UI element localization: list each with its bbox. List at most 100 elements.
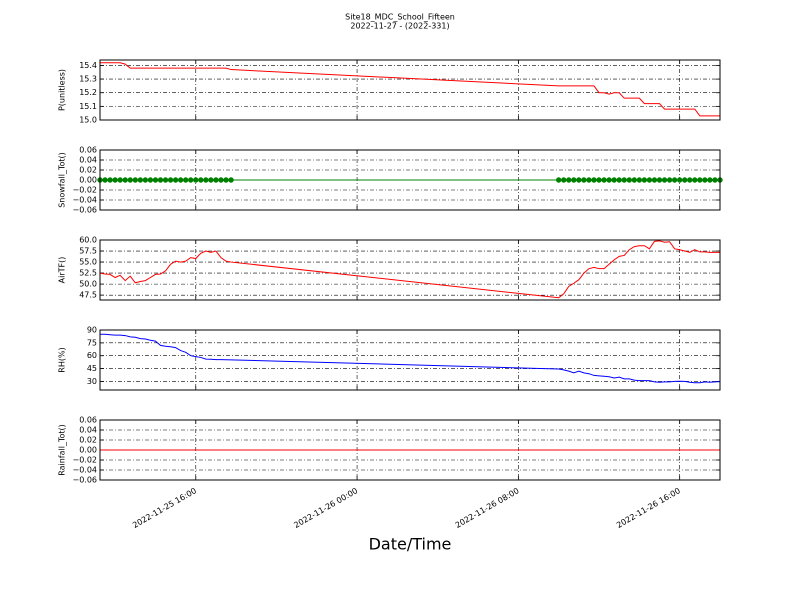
data-point (712, 177, 718, 183)
data-point (566, 177, 572, 183)
data-point (137, 177, 144, 183)
data-point (606, 177, 612, 183)
y-axis-label: RH(%) (58, 347, 67, 372)
data-point (576, 177, 582, 183)
y-tick-label: −0.02 (72, 456, 97, 465)
data-point (147, 177, 154, 183)
y-tick-label: 60 (87, 351, 97, 360)
data-point (591, 177, 597, 183)
y-tick-label: 0.06 (79, 416, 97, 425)
y-tick-label: 0.04 (79, 426, 97, 435)
data-point (571, 177, 577, 183)
data-point (188, 177, 194, 183)
x-tick-label: 2022-11-26 08:00 (454, 486, 521, 530)
data-point (177, 177, 184, 183)
data-point (142, 177, 149, 183)
data-point (626, 177, 632, 183)
x-axis-label: Date/Time (369, 535, 452, 554)
data-point (661, 177, 668, 183)
y-tick-label: 15.1 (79, 102, 97, 111)
data-point (117, 177, 123, 183)
y-axis-label: AirTF() (58, 257, 67, 284)
y-tick-label: 50.0 (79, 280, 97, 289)
y-tick-label: 15.3 (79, 75, 97, 84)
data-point (702, 177, 708, 183)
data-point (218, 177, 224, 183)
data-point (687, 177, 693, 183)
data-point (636, 177, 643, 183)
y-tick-label: 55.0 (79, 258, 97, 267)
y-axis-label: P(unitless) (58, 69, 67, 111)
y-axis-label: Snowfall_Tot() (58, 152, 67, 208)
data-point (707, 177, 713, 183)
plot-frame (99, 329, 721, 391)
data-point (676, 177, 683, 183)
data-point (641, 177, 648, 183)
data-point (162, 177, 169, 183)
data-point (127, 177, 133, 183)
y-tick-label: −0.02 (72, 186, 97, 195)
data-point (172, 177, 179, 183)
data-point (697, 177, 703, 183)
data-point (213, 177, 219, 183)
data-point (167, 177, 174, 183)
y-tick-label: 47.5 (79, 291, 97, 300)
data-point (223, 177, 229, 183)
x-tick-label: 2022-11-26 16:00 (615, 486, 682, 530)
data-point (651, 177, 658, 183)
data-point (671, 177, 678, 183)
y-tick-label: 0.04 (79, 156, 97, 165)
data-point (182, 177, 189, 183)
y-tick-label: 45 (87, 364, 97, 373)
data-point (157, 177, 164, 183)
y-tick-label: −0.04 (72, 196, 97, 205)
y-tick-label: 90 (87, 326, 97, 335)
y-tick-label: 0.02 (79, 436, 97, 445)
data-point (152, 177, 159, 183)
y-tick-label: 30 (87, 377, 97, 386)
data-point (692, 177, 698, 183)
y-tick-label: 57.5 (79, 247, 97, 256)
y-tick-label: 52.5 (79, 269, 97, 278)
y-tick-label: 0.00 (79, 176, 97, 185)
y-tick-label: 75 (87, 338, 97, 347)
x-tick-label: 2022-11-26 00:00 (292, 486, 359, 530)
data-point (102, 177, 108, 183)
y-tick-label: 15.2 (79, 88, 97, 97)
data-point (646, 177, 653, 183)
data-point (122, 177, 128, 183)
data-point (561, 177, 567, 183)
data-point (555, 177, 562, 183)
data-point (596, 177, 602, 183)
data-point (656, 177, 663, 183)
data-point (107, 177, 113, 183)
plot-frame (99, 419, 721, 481)
y-axis-label: Rainfall_Tot() (58, 424, 67, 476)
data-point (228, 177, 234, 183)
data-point (616, 177, 622, 183)
plot-frame (99, 239, 721, 301)
data-point (621, 177, 627, 183)
x-tick-label: 2022-11-25 16:00 (131, 486, 198, 530)
data-point (193, 177, 199, 183)
data-point (631, 177, 638, 183)
data-point (203, 177, 209, 183)
data-line (100, 333, 721, 384)
data-point (581, 177, 587, 183)
data-line (99, 240, 720, 299)
data-point (666, 177, 673, 183)
data-point (586, 177, 592, 183)
plot-frame (99, 59, 721, 121)
y-tick-label: 0.06 (79, 146, 97, 155)
data-point (611, 177, 617, 183)
plot-frame (99, 149, 721, 211)
data-point (682, 177, 688, 183)
data-line (100, 62, 720, 117)
data-point (601, 177, 607, 183)
y-tick-label: −0.06 (72, 476, 97, 485)
y-tick-label: 15.4 (79, 61, 97, 70)
chart-title: Site18_MDC_School_Fifteen (345, 13, 455, 22)
y-tick-label: −0.04 (72, 466, 97, 475)
y-tick-label: 0.02 (79, 166, 97, 175)
